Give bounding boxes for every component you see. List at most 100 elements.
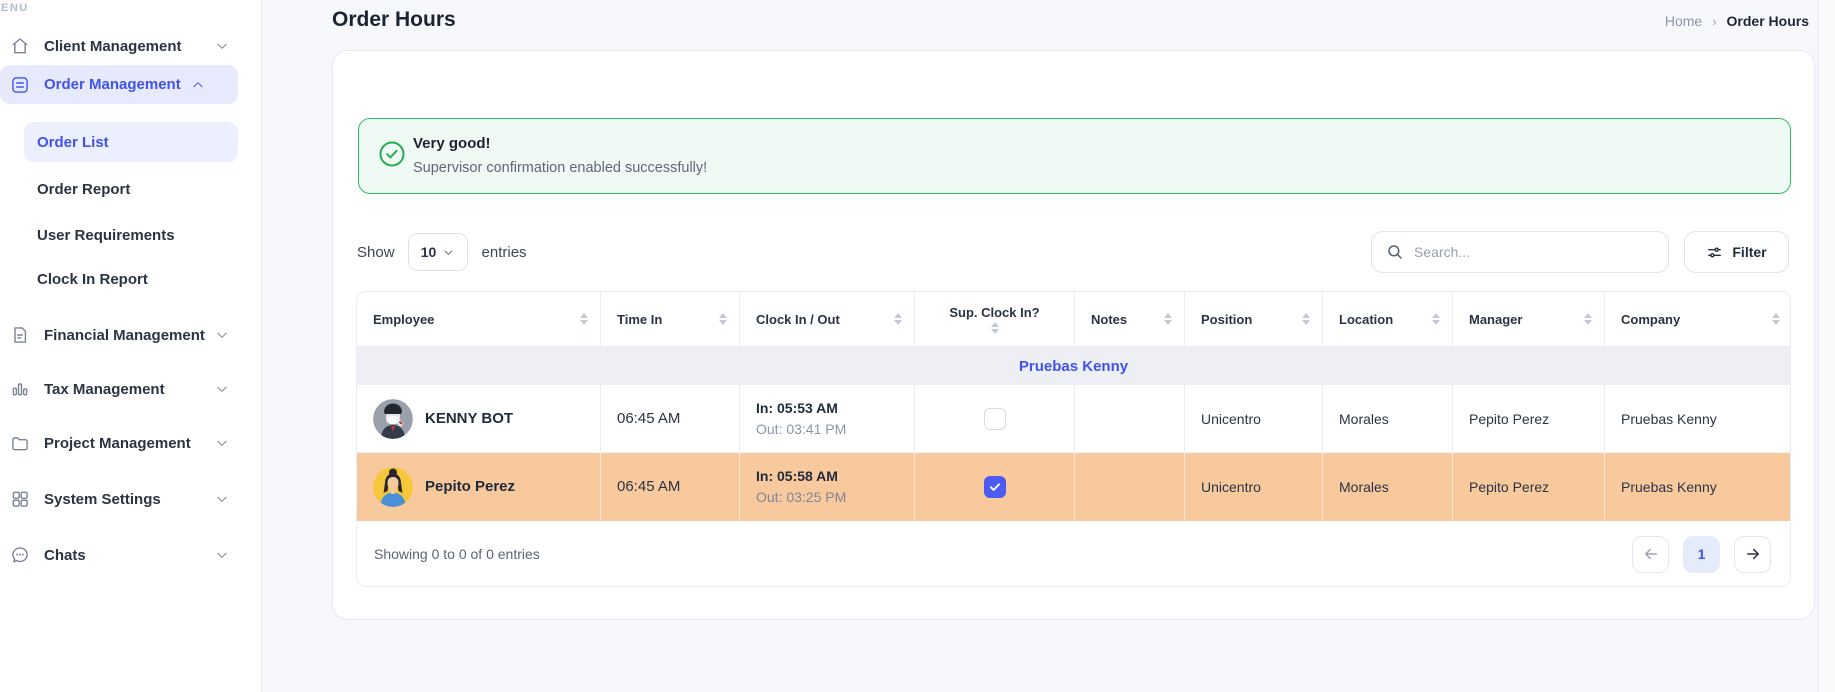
breadcrumb-home-link[interactable]: Home xyxy=(1664,13,1703,29)
sup-clock-in-cell xyxy=(914,385,1074,453)
clock-in-out-cell: In: 05:58 AM Out: 03:25 PM xyxy=(739,453,914,521)
sidebar-item-system-settings[interactable]: System Settings xyxy=(0,480,262,518)
sidebar-item-label: Order Management xyxy=(44,76,181,93)
table-toolbar: Show 10 entries Filter xyxy=(357,231,1789,273)
breadcrumb-separator: › xyxy=(1712,13,1717,29)
chat-icon xyxy=(8,543,32,567)
sidebar-item-order-list[interactable]: Order List xyxy=(24,122,238,162)
filter-sliders-icon xyxy=(1708,246,1722,258)
table-row[interactable]: KENNY BOT 06:45 AM In: 05:53 AM Out: 03:… xyxy=(357,385,1790,453)
sidebar-item-label: Tax Management xyxy=(44,380,165,398)
filter-button[interactable]: Filter xyxy=(1684,231,1789,273)
sort-icon[interactable] xyxy=(990,321,999,334)
chevron-down-icon xyxy=(217,386,227,392)
chevron-down-icon xyxy=(217,440,227,446)
avatar xyxy=(373,398,413,439)
sort-icon[interactable] xyxy=(1584,313,1592,325)
clock-in-out-cell: In: 05:53 AM Out: 03:41 PM xyxy=(739,385,914,453)
sidebar-subitem-label: User Requirements xyxy=(37,226,175,244)
notes-cell xyxy=(1074,385,1184,453)
previous-page-button[interactable] xyxy=(1632,535,1669,573)
arrow-right-icon xyxy=(1746,548,1759,560)
page-size-value: 10 xyxy=(420,244,437,260)
arrow-left-icon xyxy=(1644,548,1657,560)
breadcrumb: Home › Order Hours xyxy=(1665,13,1809,29)
sidebar-subitem-label: Order List xyxy=(37,133,109,151)
alert-message: Supervisor confirmation enabled successf… xyxy=(413,160,708,176)
sort-icon[interactable] xyxy=(1772,313,1780,325)
sidebar-item-order-report[interactable]: Order Report xyxy=(0,170,262,208)
chevron-down-icon xyxy=(445,250,453,255)
search-icon xyxy=(1388,245,1402,259)
show-label: Show xyxy=(357,243,395,261)
column-label: Time In xyxy=(617,311,663,327)
sidebar-item-label: Client Management xyxy=(44,37,182,55)
sidebar-item-clock-in-report[interactable]: Clock In Report xyxy=(0,260,262,298)
clock-in-value: In: 05:58 AM xyxy=(756,468,838,484)
sidebar-item-financial-management[interactable]: Financial Management xyxy=(0,316,262,354)
employee-cell: Pepito Perez xyxy=(357,453,600,521)
next-page-button[interactable] xyxy=(1734,535,1771,573)
sidebar-item-project-management[interactable]: Project Management xyxy=(0,424,262,462)
sort-icon[interactable] xyxy=(1302,313,1310,325)
column-label: Employee xyxy=(373,311,435,327)
sidebar-item-label: Financial Management xyxy=(44,326,205,344)
table-row[interactable]: Pepito Perez 06:45 AM In: 05:58 AM Out: … xyxy=(357,453,1790,521)
clock-out-value: Out: 03:41 PM xyxy=(756,421,847,437)
column-label: Sup. Clock In? xyxy=(949,304,1040,320)
sort-icon[interactable] xyxy=(1432,313,1440,325)
menu-label: ENU xyxy=(1,2,29,14)
column-header-clock-in-out[interactable]: Clock In / Out xyxy=(739,292,914,347)
group-row-pruebas-kenny[interactable]: Pruebas Kenny xyxy=(357,347,1790,385)
column-header-company[interactable]: Company xyxy=(1604,292,1790,347)
sup-clock-in-checkbox[interactable] xyxy=(983,407,1006,430)
sidebar-subitem-label: Clock In Report xyxy=(37,270,148,288)
column-header-notes[interactable]: Notes xyxy=(1074,292,1184,347)
sort-icon[interactable] xyxy=(1164,313,1172,325)
search-box xyxy=(1371,231,1669,273)
location-cell: Morales xyxy=(1322,453,1452,521)
sidebar-item-chats[interactable]: Chats xyxy=(0,536,262,574)
chevron-down-icon xyxy=(217,552,227,558)
column-header-time-in[interactable]: Time In xyxy=(600,292,739,347)
column-header-manager[interactable]: Manager xyxy=(1452,292,1604,347)
manager-cell: Pepito Perez xyxy=(1452,453,1604,521)
grid-icon xyxy=(8,487,32,511)
showing-entries-text: Showing 0 to 0 of 0 entries xyxy=(374,546,540,562)
time-in-cell: 06:45 AM xyxy=(600,385,739,453)
sort-icon[interactable] xyxy=(719,313,727,325)
avatar xyxy=(373,466,413,507)
sidebar-item-order-management[interactable]: Order Management xyxy=(0,65,238,104)
column-header-sup-clock-in[interactable]: Sup. Clock In? xyxy=(914,292,1074,347)
sort-icon[interactable] xyxy=(894,313,902,325)
employee-cell: KENNY BOT xyxy=(357,385,600,453)
sup-clock-in-checkbox[interactable] xyxy=(983,475,1006,498)
page-number-button[interactable]: 1 xyxy=(1683,535,1720,573)
column-header-location[interactable]: Location xyxy=(1322,292,1452,347)
pagination: 1 xyxy=(1632,535,1771,573)
search-input[interactable] xyxy=(1414,244,1656,260)
scrollbar-track[interactable] xyxy=(1818,0,1835,692)
column-header-position[interactable]: Position xyxy=(1184,292,1322,347)
clock-out-value: Out: 03:25 PM xyxy=(756,489,847,505)
breadcrumb-current: Order Hours xyxy=(1726,13,1809,29)
sort-icon[interactable] xyxy=(580,313,588,325)
check-icon xyxy=(989,482,1000,491)
check-circle-icon xyxy=(379,141,405,167)
table-footer: Showing 0 to 0 of 0 entries 1 xyxy=(357,521,1790,586)
alert-title: Very good! xyxy=(413,135,491,152)
filter-label: Filter xyxy=(1732,244,1767,260)
time-in-cell: 06:45 AM xyxy=(600,453,739,521)
sidebar-item-label: Chats xyxy=(44,546,86,564)
sidebar-item-user-requirements[interactable]: User Requirements xyxy=(0,216,262,254)
position-cell: Unicentro xyxy=(1184,385,1322,453)
page-size-select[interactable]: 10 xyxy=(407,233,468,271)
table-header-row: Employee Time In Clock In / Out Sup. Clo… xyxy=(357,292,1790,347)
success-alert: Very good! Supervisor confirmation enabl… xyxy=(358,118,1791,194)
position-cell: Unicentro xyxy=(1184,453,1322,521)
sidebar-item-tax-management[interactable]: Tax Management xyxy=(0,370,262,408)
order-hours-card: Very good! Supervisor confirmation enabl… xyxy=(332,50,1815,620)
sidebar-item-client-management[interactable]: Client Management xyxy=(0,27,262,65)
column-header-employee[interactable]: Employee xyxy=(357,292,600,347)
column-label: Clock In / Out xyxy=(756,311,840,327)
